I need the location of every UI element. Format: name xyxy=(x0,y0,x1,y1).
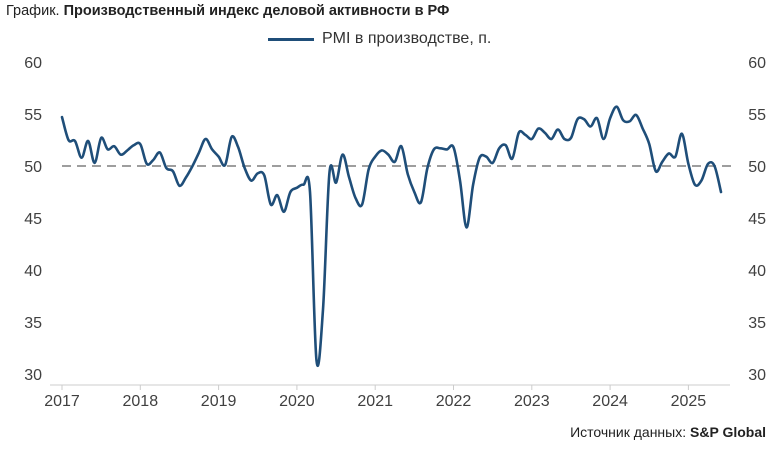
x-axis: 2017 2018 2019 2020 2021 2022 2023 2024 2025 xyxy=(44,384,730,410)
title-prefix: График. xyxy=(6,3,60,19)
y-tick-right: 30 xyxy=(748,367,766,384)
y-tick-left: 30 xyxy=(24,367,42,384)
chart-legend: PMI в производстве, п. xyxy=(268,30,491,48)
chart-title: График. Производственный индекс деловой … xyxy=(6,3,449,19)
y-tick-left: 35 xyxy=(24,315,42,332)
x-tick-label: 2021 xyxy=(357,393,393,410)
y-tick-right: 35 xyxy=(748,315,766,332)
y-tick-left: 45 xyxy=(24,211,42,228)
y-tick-right: 50 xyxy=(748,159,766,176)
y-tick-right: 45 xyxy=(748,211,766,228)
source-name: S&P Global xyxy=(690,424,766,440)
y-tick-right: 40 xyxy=(748,263,766,280)
y-tick-left: 60 xyxy=(24,55,42,72)
y-tick-right: 55 xyxy=(748,107,766,124)
series-line-pmi xyxy=(60,105,723,368)
x-tick-label: 2018 xyxy=(123,393,159,410)
legend-line-swatch xyxy=(268,37,314,41)
x-tick-label: 2020 xyxy=(279,393,315,410)
source-note: Источник данных: S&P Global xyxy=(570,424,766,440)
y-tick-left: 40 xyxy=(24,263,42,280)
x-tick-label: 2023 xyxy=(514,393,550,410)
y-tick-left: 50 xyxy=(24,159,42,176)
legend-series-label: PMI в производстве, п. xyxy=(322,30,492,47)
y-axis-left: 30 35 40 45 50 55 60 xyxy=(24,55,42,384)
y-axis-right: 30 35 40 45 50 55 60 xyxy=(748,55,766,384)
x-tick-label: 2019 xyxy=(201,393,237,410)
x-tick-label: 2022 xyxy=(436,393,472,410)
source-prefix: Источник данных: xyxy=(570,424,687,440)
x-tick-label: 2025 xyxy=(671,393,707,410)
x-tick-label: 2024 xyxy=(592,393,628,410)
y-tick-right: 60 xyxy=(748,55,766,72)
x-tick-label: 2017 xyxy=(44,393,80,410)
title-text: Производственный индекс деловой активнос… xyxy=(63,3,450,19)
y-tick-left: 55 xyxy=(24,107,42,124)
series-group xyxy=(60,105,723,368)
